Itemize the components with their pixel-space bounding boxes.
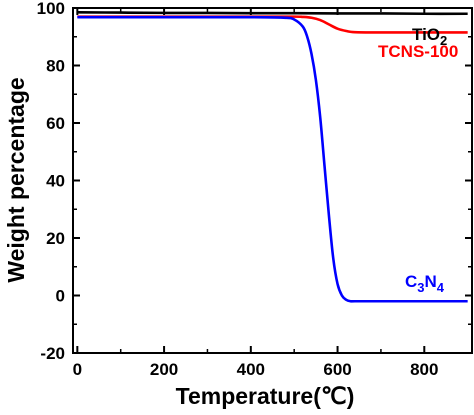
y-tick-label: 60 — [46, 114, 65, 133]
x-tick-label: 200 — [150, 360, 178, 379]
y-tick-label: 80 — [46, 57, 65, 76]
c3n4-label: C3N4 — [405, 272, 445, 295]
x-axis-title: Temperature(℃) — [176, 383, 355, 409]
c3n4-line — [77, 15, 468, 303]
y-tick-label: 100 — [37, 0, 65, 18]
tio2-line — [77, 11, 468, 16]
x-tick-label: 600 — [323, 360, 351, 379]
series-lines — [77, 11, 468, 303]
x-tick-label: 800 — [410, 360, 438, 379]
tcns-100-label: TCNS-100 — [378, 42, 458, 61]
tick-labels: 0 200 400 600 800 -20 0 20 40 60 80 100 — [37, 0, 439, 379]
y-axis-title: Weight percentage — [3, 77, 29, 282]
y-tick-label: -20 — [40, 344, 65, 363]
tcns-100-line — [77, 15, 468, 34]
x-tick-label: 400 — [237, 360, 265, 379]
y-tick-label: 20 — [46, 229, 65, 248]
tio2-label: TiO2 — [412, 25, 447, 48]
x-tick-label: 0 — [73, 360, 82, 379]
y-tick-label: 0 — [56, 287, 65, 306]
y-tick-label: 40 — [46, 172, 65, 191]
